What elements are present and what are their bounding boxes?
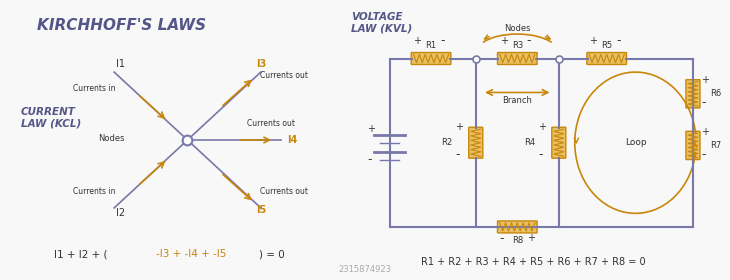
Text: Loop: Loop — [625, 138, 646, 147]
Text: R4: R4 — [524, 138, 536, 147]
FancyBboxPatch shape — [497, 221, 537, 233]
Text: +: + — [500, 36, 508, 46]
Text: -I3 + -I4 + -I5: -I3 + -I4 + -I5 — [155, 249, 226, 259]
Text: +: + — [367, 124, 375, 134]
Text: VOLTAGE
LAW (KVL): VOLTAGE LAW (KVL) — [351, 12, 412, 34]
Text: +: + — [589, 36, 597, 46]
Text: Currents in: Currents in — [73, 187, 115, 196]
Text: R5: R5 — [602, 41, 612, 50]
Text: +: + — [538, 122, 546, 132]
Text: -: - — [367, 153, 372, 166]
Text: I2: I2 — [116, 208, 126, 218]
Text: +: + — [413, 36, 421, 46]
FancyBboxPatch shape — [469, 127, 483, 158]
Text: Currents out: Currents out — [260, 71, 308, 80]
Text: R8: R8 — [512, 236, 523, 246]
Text: -: - — [441, 34, 445, 46]
Text: +: + — [527, 232, 535, 242]
Text: I3: I3 — [255, 59, 266, 69]
Text: +: + — [701, 75, 709, 85]
Text: -: - — [455, 148, 459, 161]
Text: Currents in: Currents in — [73, 84, 115, 93]
Text: R1 + R2 + R3 + R4 + R5 + R6 + R7 + R8 = 0: R1 + R2 + R3 + R4 + R5 + R6 + R7 + R8 = … — [421, 257, 645, 267]
Text: R1: R1 — [426, 41, 437, 50]
Text: I5: I5 — [255, 205, 266, 215]
Text: -: - — [527, 34, 531, 46]
Text: -: - — [538, 148, 542, 161]
Text: -: - — [616, 34, 620, 46]
Text: I1: I1 — [116, 59, 126, 69]
FancyBboxPatch shape — [587, 53, 626, 64]
Text: I1 + I2 + (: I1 + I2 + ( — [54, 249, 107, 259]
Text: CURRENT
LAW (KCL): CURRENT LAW (KCL) — [21, 108, 81, 129]
Text: R7: R7 — [710, 141, 722, 150]
FancyBboxPatch shape — [411, 53, 451, 64]
Text: KIRCHHOFF'S LAWS: KIRCHHOFF'S LAWS — [37, 18, 207, 33]
FancyBboxPatch shape — [497, 53, 537, 64]
Text: Currents out: Currents out — [260, 187, 308, 196]
Text: R6: R6 — [710, 89, 722, 98]
Text: -: - — [701, 96, 705, 109]
Text: +: + — [701, 127, 709, 137]
Text: Nodes: Nodes — [98, 134, 124, 143]
Text: Currents out: Currents out — [247, 119, 295, 129]
Text: R2: R2 — [442, 138, 453, 147]
Text: Branch: Branch — [502, 96, 532, 105]
Text: ) = 0: ) = 0 — [259, 249, 285, 259]
Text: R3: R3 — [512, 41, 523, 50]
Text: I4: I4 — [288, 135, 298, 145]
Text: -: - — [500, 232, 504, 245]
Text: Nodes: Nodes — [504, 24, 531, 33]
FancyBboxPatch shape — [686, 131, 700, 160]
FancyBboxPatch shape — [686, 80, 700, 108]
Text: +: + — [455, 122, 463, 132]
FancyBboxPatch shape — [552, 127, 566, 158]
Text: 2315874923: 2315874923 — [339, 265, 391, 274]
Text: -: - — [701, 148, 705, 161]
